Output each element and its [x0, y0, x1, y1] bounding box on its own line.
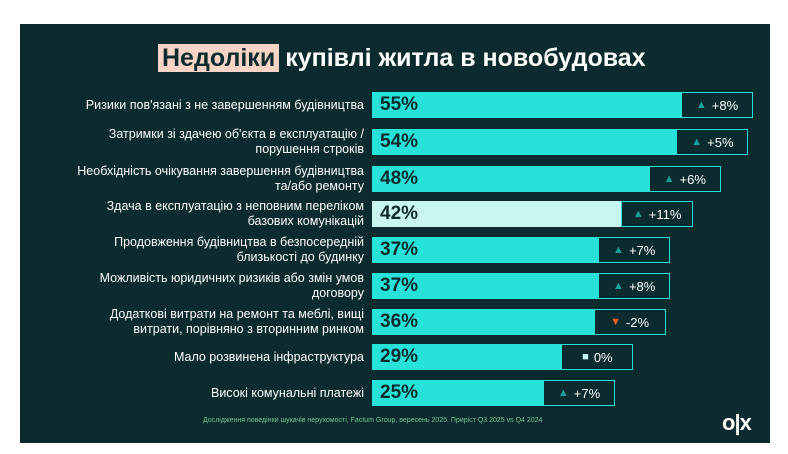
change-badge: ▲ +8% — [681, 92, 753, 118]
bar: 25% — [372, 380, 543, 406]
chart-title: Недоліки купівлі житла в новобудовах — [158, 44, 646, 73]
footer-source: Дослідження поведінки шукачів нерухомост… — [203, 417, 543, 424]
trend-up-icon: ▲ — [663, 173, 675, 185]
trend-up-icon: ▲ — [695, 99, 707, 111]
olx-logo: o|x — [722, 410, 752, 435]
trend-flat-icon: ■ — [582, 351, 589, 363]
bar: 29% — [372, 344, 562, 370]
change-badge: ▼ -2% — [593, 309, 666, 335]
value-label: 37% — [380, 275, 419, 296]
bar: 54% — [372, 129, 677, 155]
bar: 42% — [372, 201, 622, 227]
change-badge: ▲ +11% — [621, 201, 694, 227]
value-label: 48% — [380, 168, 419, 189]
change-label: -2% — [625, 314, 650, 330]
trend-up-icon: ▲ — [613, 280, 624, 292]
change-label: 0% — [593, 349, 613, 365]
trend-up-icon: ▲ — [632, 208, 644, 220]
bar: 37% — [372, 273, 599, 299]
category-label: Мало розвинена інфраструктура — [173, 349, 364, 364]
category-label: Здача в експлуатацію з неповним переліко… — [106, 199, 364, 228]
value-label: 55% — [380, 94, 419, 115]
title-rest: купівлі житла в новобудовах — [285, 44, 646, 72]
change-badge: ▲ +8% — [598, 273, 671, 299]
category-label: Додаткові витрати на ремонт та меблі, ви… — [109, 307, 364, 336]
change-label: +5% — [707, 134, 734, 150]
bar: 37% — [372, 237, 599, 263]
change-label: +6% — [679, 171, 706, 187]
category-label: Можливість юридичних ризиків або змін ум… — [99, 271, 364, 300]
value-label: 54% — [380, 131, 419, 152]
change-badge: ■ 0% — [561, 344, 634, 370]
category-label: Необхідність очікування завершення будів… — [77, 164, 364, 193]
change-label: +11% — [648, 206, 682, 222]
trend-up-icon: ▲ — [691, 136, 703, 148]
bar: 36% — [372, 309, 594, 335]
change-badge: ▲ +7% — [543, 380, 615, 406]
trend-down-icon: ▼ — [610, 316, 621, 328]
change-badge: ▲ +7% — [598, 237, 671, 263]
change-label: +8% — [711, 97, 739, 113]
change-badge: ▲ +6% — [648, 166, 721, 192]
trend-up-icon: ▲ — [613, 244, 624, 256]
value-label: 37% — [380, 239, 419, 260]
trend-up-icon: ▲ — [557, 387, 569, 399]
change-badge: ▲ +5% — [676, 129, 749, 155]
value-label: 29% — [380, 346, 419, 367]
category-label: Високі комунальні платежі — [210, 385, 364, 400]
title-highlight: Недоліки — [158, 44, 280, 72]
category-label: Продовження будівництва в безпосередній … — [114, 235, 364, 264]
value-label: 36% — [380, 311, 419, 332]
bar: 55% — [372, 92, 681, 118]
change-label: +7% — [628, 242, 656, 258]
value-label: 25% — [380, 382, 419, 403]
change-label: +7% — [573, 385, 601, 401]
category-label: Затримки зі здачею об'єкта в експлуатаці… — [108, 127, 364, 156]
change-label: +8% — [628, 278, 656, 294]
category-label: Ризики пов'язані з не завершенням будівн… — [85, 97, 364, 112]
bar: 48% — [372, 166, 649, 192]
value-label: 42% — [380, 203, 419, 224]
